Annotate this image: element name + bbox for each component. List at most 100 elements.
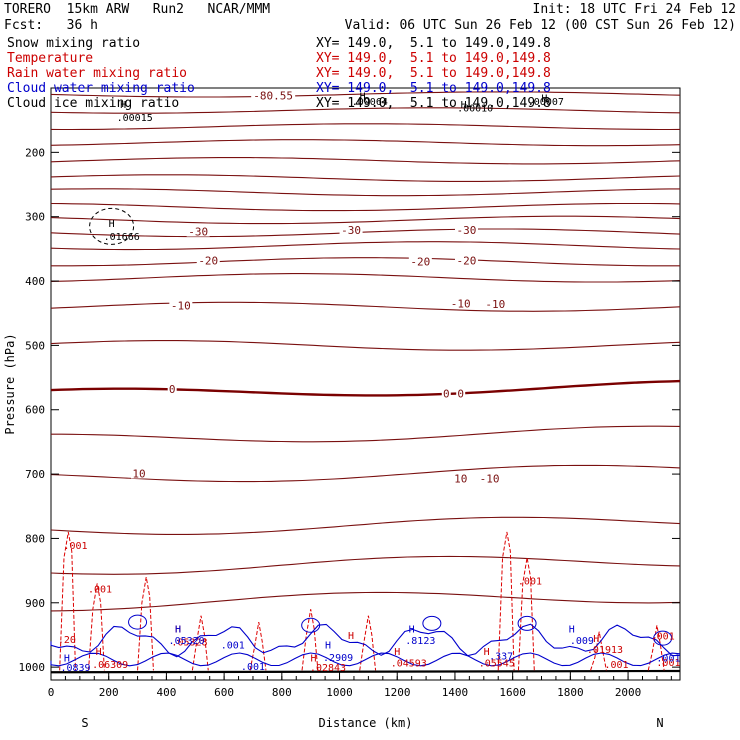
x-axis-title: Distance (km) — [319, 716, 413, 730]
isotherm--10 — [50, 301, 681, 312]
max-label: .05545 — [479, 659, 515, 670]
isotherm-label-bg — [454, 254, 478, 266]
field-name-cloud-ice: Cloud ice mixing ratio — [7, 96, 180, 111]
isotherm-0 — [50, 379, 681, 397]
isotherm-label-bg — [196, 254, 220, 266]
isotherm-label-bg — [251, 89, 296, 101]
isotherm-label: -30 — [188, 225, 208, 238]
isotherm--45 — [50, 188, 680, 197]
isotherm-label: -80.55 — [253, 90, 293, 103]
field-xy-rain: XY= 149.0, 5.1 to 149.0,149.8 — [316, 66, 551, 81]
field-xy-temperature: XY= 149.0, 5.1 to 149.0,149.8 — [316, 51, 551, 66]
isotherm-label-bg — [441, 387, 451, 399]
isotherm-label: -20 — [457, 254, 477, 267]
x-tick-label: 1000 — [326, 686, 353, 699]
max-label: .009 — [570, 636, 594, 647]
isotherm--30 — [50, 228, 681, 238]
max-label: .20 — [58, 635, 76, 646]
max-label: .00010 — [457, 103, 493, 114]
cloud-water-cell-3 — [517, 615, 537, 631]
x-tick-label: 800 — [272, 686, 292, 699]
y-tick-label: 800 — [25, 532, 45, 545]
max-label: .001 — [651, 632, 675, 643]
cloud-water-cell-0 — [128, 614, 148, 630]
isotherm-label: 10 — [132, 467, 145, 480]
max-label: .001 — [656, 653, 680, 664]
rain-contour-2 — [137, 576, 154, 671]
isotherm-label: -30 — [457, 224, 477, 237]
max-label: .2909 — [323, 653, 353, 664]
field-xy-cloud-ice: XY= 149.0, 5.1 to 149.0,149.8 — [316, 96, 551, 111]
isotherm-label: -20 — [410, 256, 430, 269]
max-label: .001 — [88, 585, 112, 596]
cloud-water-cell-4 — [653, 630, 673, 646]
y-tick-label: 400 — [25, 275, 45, 288]
rain-contour-5 — [301, 609, 319, 671]
isotherm-label: -10 — [451, 298, 471, 311]
max-label: .0839 — [60, 663, 90, 674]
max-label: H — [409, 625, 415, 636]
field-xy-snow: XY= 149.0, 5.1 to 149.0,149.8 — [316, 36, 551, 51]
rain-contour-0 — [59, 531, 77, 671]
isotherm--55 — [50, 157, 681, 165]
max-label: H — [64, 653, 70, 664]
y-tick-label: 500 — [25, 339, 45, 352]
x-tick-label: 1200 — [384, 686, 411, 699]
south-end-label: S — [81, 716, 88, 730]
rain-contour-6 — [359, 615, 377, 671]
max-label: H — [325, 641, 331, 652]
field-name-cloud-water: Cloud water mixing ratio — [7, 81, 195, 96]
max-label: .01913 — [587, 645, 623, 656]
isotherm-label: -10 — [480, 473, 500, 486]
y-tick-label: 600 — [25, 404, 45, 417]
cloud-water-contour-upper — [50, 623, 681, 658]
isotherm-label: -10 — [171, 299, 191, 312]
isotherm-label-bg — [483, 298, 507, 310]
x-tick-label: 1400 — [442, 686, 469, 699]
isotherm--40 — [50, 202, 681, 212]
y-tick-label: 200 — [25, 146, 45, 159]
model-title: TORERO 15km ARW Run2 NCAR/MMM — [4, 2, 271, 17]
max-label: H — [394, 647, 400, 658]
max-label: .00064 — [352, 97, 388, 108]
isotherm-label-bg — [131, 467, 148, 479]
isotherm-5 — [51, 425, 681, 443]
x-tick-label: 2000 — [615, 686, 642, 699]
max-label: .001 — [241, 662, 265, 673]
cloud-water-cell-1 — [301, 617, 321, 633]
isotherm-label-bg — [169, 299, 193, 311]
isotherm--35 — [50, 215, 681, 225]
y-axis-title: Pressure (hPa) — [3, 333, 17, 434]
rain-contour-9 — [590, 631, 607, 671]
rain-contour-10 — [647, 625, 665, 671]
field-name-temperature: Temperature — [7, 51, 94, 66]
plot-frame — [50, 87, 681, 681]
max-label: H — [484, 647, 490, 658]
isotherm-label: -20 — [198, 254, 218, 267]
max-label: .04593 — [391, 659, 427, 670]
max-label: .00015 — [117, 113, 153, 124]
snow-contour — [89, 207, 135, 245]
isotherm--15 — [50, 273, 681, 283]
isotherm-15 — [50, 516, 681, 535]
max-label: .05328 — [171, 637, 207, 648]
max-label: H — [109, 219, 115, 230]
max-label: .06309 — [92, 660, 128, 671]
isotherm--80 — [50, 91, 681, 98]
isotherm-label-bg — [449, 297, 473, 309]
isotherm-label-bg — [186, 225, 210, 237]
x-tick-label: 1800 — [557, 686, 584, 699]
isotherm-label: -30 — [341, 224, 361, 237]
y-tick-label: 700 — [25, 468, 45, 481]
max-label: H — [348, 631, 354, 642]
rain-contour-4 — [249, 621, 267, 671]
isotherm--50 — [50, 174, 681, 182]
rain-contour-1 — [88, 583, 105, 671]
isotherm-label: 10 — [454, 473, 467, 486]
rain-contour-3 — [191, 615, 209, 671]
max-label: .001 — [518, 576, 542, 587]
max-label: H — [175, 625, 181, 636]
max-label: .8123 — [405, 636, 435, 647]
isotherm--65 — [50, 123, 681, 131]
